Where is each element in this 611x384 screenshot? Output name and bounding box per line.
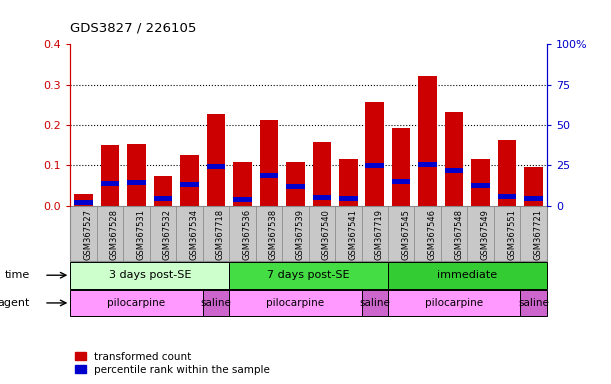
Bar bbox=[472, 183, 490, 188]
Bar bbox=[154, 196, 172, 201]
Bar bbox=[127, 144, 145, 206]
Bar bbox=[70, 206, 97, 262]
Bar bbox=[313, 195, 331, 200]
Text: GSM367536: GSM367536 bbox=[243, 209, 251, 260]
Bar bbox=[260, 173, 278, 177]
Text: saline: saline bbox=[359, 298, 390, 308]
Bar bbox=[365, 163, 384, 168]
Text: GSM367538: GSM367538 bbox=[269, 209, 278, 260]
Bar bbox=[362, 290, 388, 316]
Bar bbox=[75, 194, 93, 206]
Text: pilocarpine: pilocarpine bbox=[425, 298, 483, 308]
Text: saline: saline bbox=[518, 298, 549, 308]
Bar bbox=[419, 76, 437, 206]
Text: GSM367549: GSM367549 bbox=[481, 209, 489, 260]
Bar bbox=[388, 262, 547, 288]
Text: GSM367531: GSM367531 bbox=[136, 209, 145, 260]
Text: GSM367548: GSM367548 bbox=[454, 209, 463, 260]
Bar bbox=[255, 206, 282, 262]
Bar bbox=[229, 262, 388, 288]
Text: GSM367545: GSM367545 bbox=[401, 209, 410, 260]
Text: GSM367721: GSM367721 bbox=[533, 209, 543, 260]
Bar bbox=[233, 162, 252, 206]
Text: GSM367546: GSM367546 bbox=[428, 209, 437, 260]
Text: GSM367528: GSM367528 bbox=[110, 209, 119, 260]
Text: GSM367527: GSM367527 bbox=[84, 209, 92, 260]
Bar bbox=[498, 194, 516, 199]
Bar bbox=[203, 206, 229, 262]
Bar bbox=[388, 206, 414, 262]
Bar bbox=[362, 206, 388, 262]
Bar bbox=[521, 290, 547, 316]
Bar bbox=[414, 206, 441, 262]
Bar bbox=[75, 200, 93, 205]
Text: 3 days post-SE: 3 days post-SE bbox=[109, 270, 191, 280]
Bar bbox=[467, 206, 494, 262]
Bar bbox=[180, 154, 199, 206]
Text: GSM367719: GSM367719 bbox=[375, 209, 384, 260]
Bar bbox=[445, 168, 463, 173]
Text: GSM367534: GSM367534 bbox=[189, 209, 199, 260]
Text: GSM367551: GSM367551 bbox=[507, 209, 516, 260]
Bar bbox=[524, 167, 543, 206]
Bar bbox=[154, 176, 172, 206]
Bar bbox=[309, 206, 335, 262]
Bar bbox=[392, 179, 411, 184]
Bar bbox=[339, 159, 357, 206]
Bar bbox=[101, 181, 119, 186]
Bar bbox=[392, 128, 411, 206]
Bar bbox=[388, 290, 521, 316]
Bar bbox=[229, 290, 362, 316]
Bar bbox=[286, 162, 305, 206]
Bar bbox=[70, 290, 203, 316]
Legend: transformed count, percentile rank within the sample: transformed count, percentile rank withi… bbox=[76, 352, 270, 375]
Bar bbox=[498, 140, 516, 206]
Bar bbox=[365, 103, 384, 206]
Bar bbox=[286, 184, 305, 189]
Text: GDS3827 / 226105: GDS3827 / 226105 bbox=[70, 22, 197, 35]
Bar bbox=[176, 206, 203, 262]
Bar bbox=[180, 182, 199, 187]
Text: GSM367532: GSM367532 bbox=[163, 209, 172, 260]
Bar bbox=[127, 180, 146, 185]
Bar bbox=[335, 206, 362, 262]
Bar bbox=[472, 159, 490, 206]
Bar bbox=[260, 120, 278, 206]
Bar bbox=[282, 206, 309, 262]
Text: saline: saline bbox=[200, 298, 232, 308]
Bar bbox=[70, 262, 229, 288]
Text: 7 days post-SE: 7 days post-SE bbox=[267, 270, 350, 280]
Bar bbox=[313, 142, 331, 206]
Bar bbox=[419, 162, 437, 167]
Text: GSM367541: GSM367541 bbox=[348, 209, 357, 260]
Bar bbox=[233, 197, 252, 202]
Bar bbox=[494, 206, 521, 262]
Bar bbox=[441, 206, 467, 262]
Bar bbox=[97, 206, 123, 262]
Bar bbox=[339, 196, 357, 201]
Bar bbox=[524, 196, 543, 201]
Text: GSM367539: GSM367539 bbox=[295, 209, 304, 260]
Bar bbox=[207, 164, 225, 169]
Bar bbox=[101, 145, 119, 206]
Bar bbox=[203, 290, 229, 316]
Bar bbox=[229, 206, 255, 262]
Text: pilocarpine: pilocarpine bbox=[108, 298, 166, 308]
Bar bbox=[521, 206, 547, 262]
Bar bbox=[150, 206, 176, 262]
Text: immediate: immediate bbox=[437, 270, 497, 280]
Bar bbox=[123, 206, 150, 262]
Text: GSM367540: GSM367540 bbox=[322, 209, 331, 260]
Text: time: time bbox=[4, 270, 30, 280]
Text: GSM367718: GSM367718 bbox=[216, 209, 225, 260]
Text: agent: agent bbox=[0, 298, 30, 308]
Text: pilocarpine: pilocarpine bbox=[266, 298, 324, 308]
Bar bbox=[207, 114, 225, 206]
Bar bbox=[445, 112, 463, 206]
